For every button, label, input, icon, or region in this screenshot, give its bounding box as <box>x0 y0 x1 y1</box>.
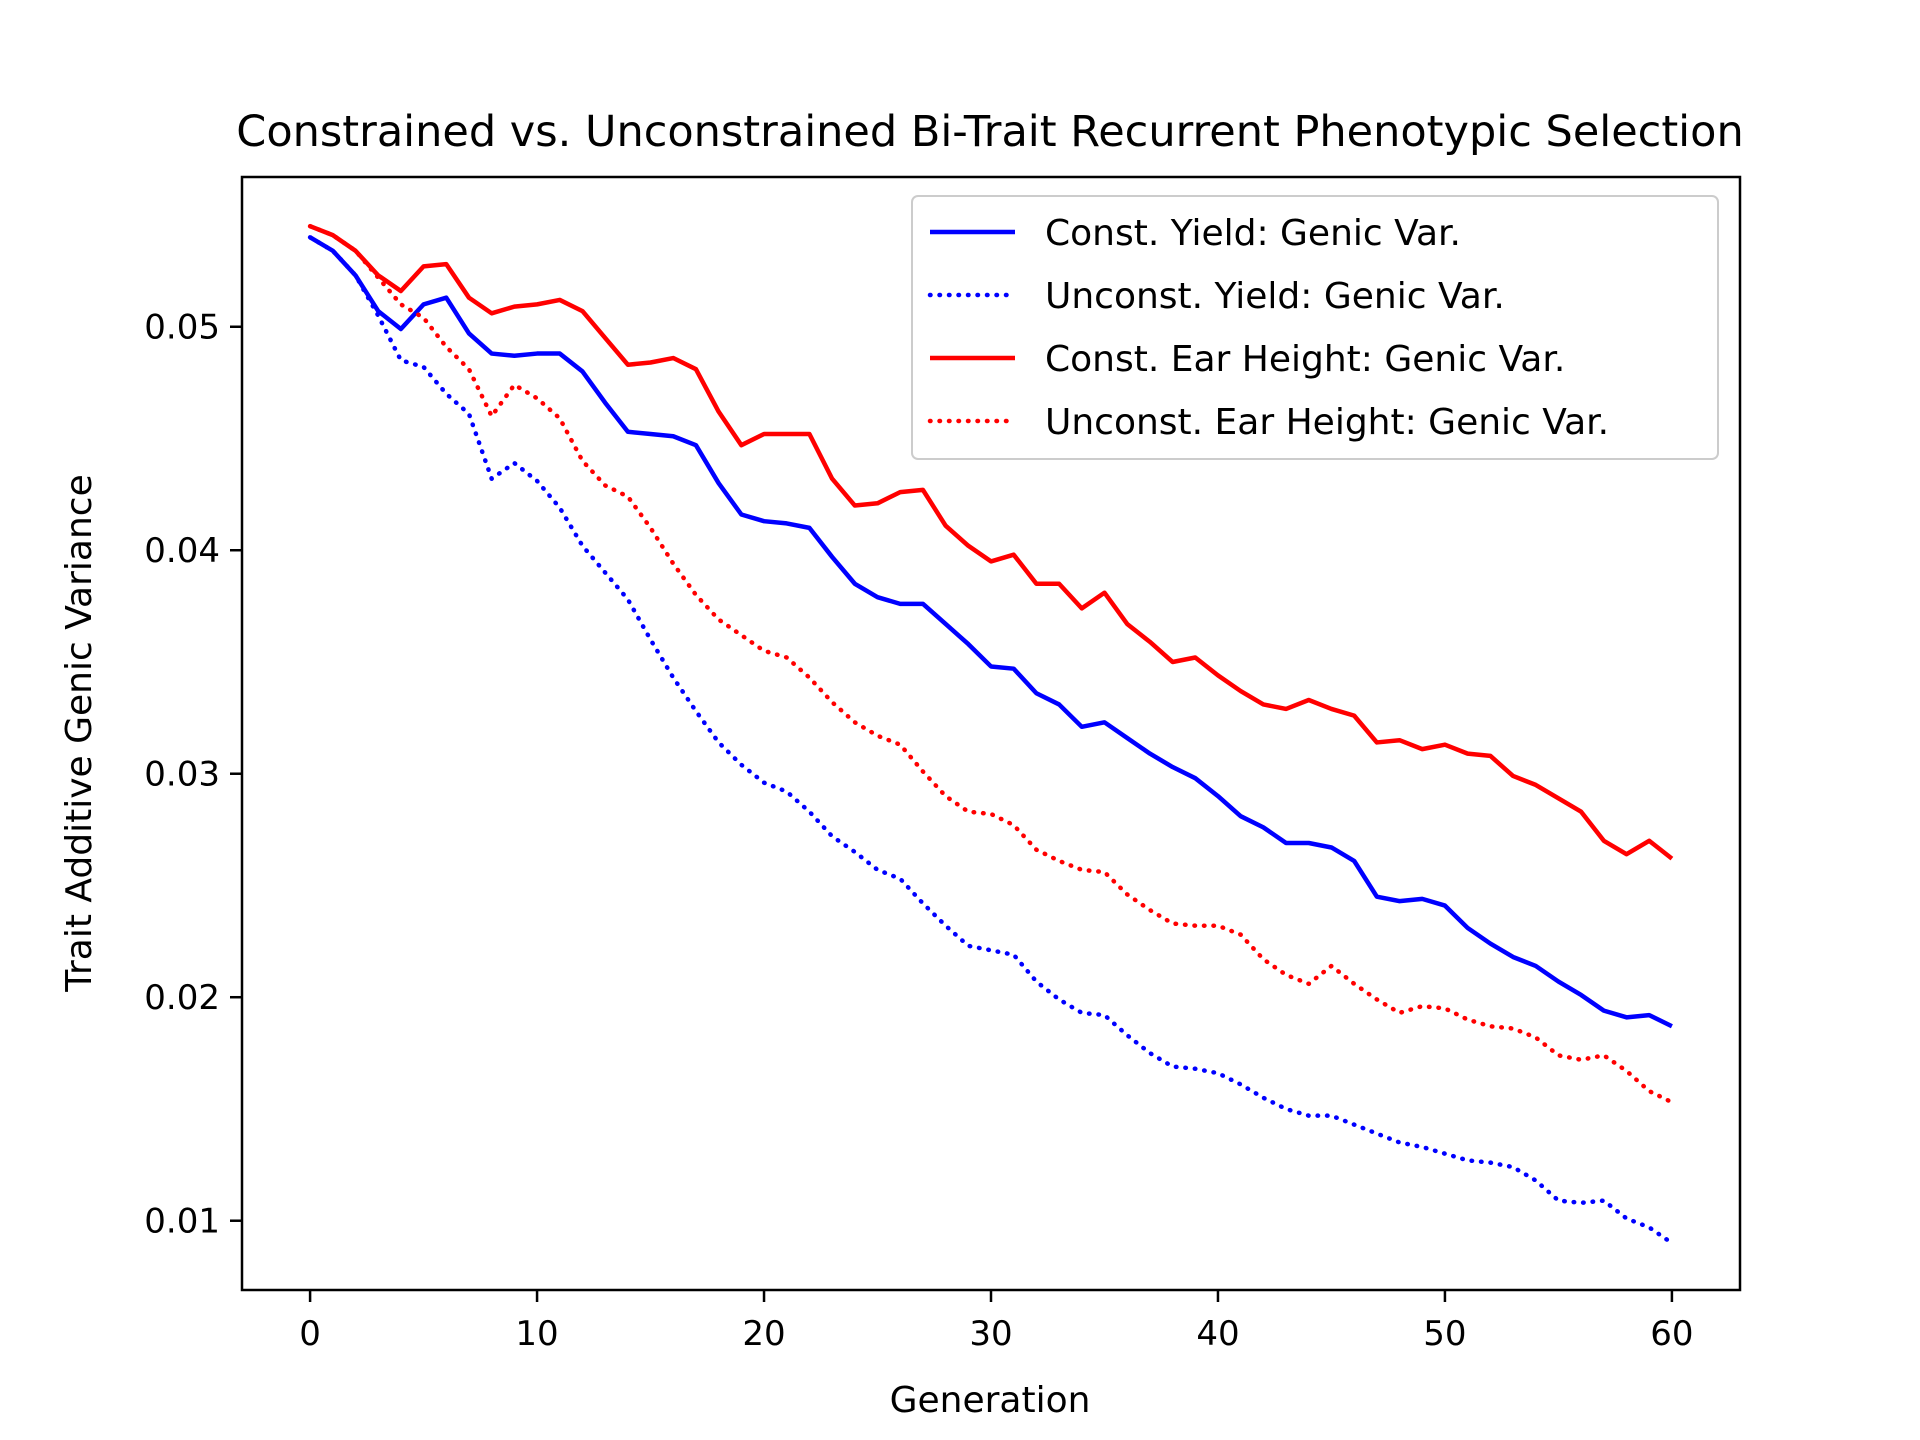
chart-title: Constrained vs. Unconstrained Bi-Trait R… <box>236 107 1743 157</box>
series-line-4 <box>307 223 1675 1105</box>
y-tick-label: 0.04 <box>144 531 220 571</box>
x-tick-label: 50 <box>1423 1314 1466 1354</box>
x-tick-label: 30 <box>969 1314 1012 1354</box>
legend-label-2: Unconst. Yield: Genic Var. <box>1045 276 1505 317</box>
x-tick-label: 0 <box>299 1314 321 1354</box>
series-line-2 <box>307 235 1675 1246</box>
y-axis: 0.01 0.02 0.03 0.04 0.05 <box>144 308 242 1242</box>
series-line-1 <box>308 235 1673 1029</box>
x-axis-label: Generation <box>890 1380 1091 1421</box>
legend-box <box>911 195 1719 460</box>
y-tick-label: 0.01 <box>144 1202 220 1242</box>
legend-label-4: Unconst. Ear Height: Genic Var. <box>1045 402 1609 443</box>
x-axis: 0 10 20 30 40 50 60 <box>299 1290 1694 1354</box>
x-tick-label: 10 <box>515 1314 558 1354</box>
y-tick-label: 0.02 <box>144 978 220 1018</box>
series-line-3 <box>309 224 1674 861</box>
y-axis-label: Trait Additive Genic Variance <box>59 474 100 992</box>
legend: Const. Yield: Genic Var. Unconst. Yield: … <box>911 195 1719 460</box>
y-tick-label: 0.05 <box>144 308 220 348</box>
series-lines <box>307 223 1675 1246</box>
legend-label-3: Const. Ear Height: Genic Var. <box>1045 339 1565 380</box>
legend-label-1: Const. Yield: Genic Var. <box>1045 213 1461 254</box>
x-tick-label: 20 <box>742 1314 785 1354</box>
x-tick-label: 40 <box>1196 1314 1239 1354</box>
x-tick-label: 60 <box>1650 1314 1693 1354</box>
y-tick-label: 0.03 <box>144 755 220 795</box>
